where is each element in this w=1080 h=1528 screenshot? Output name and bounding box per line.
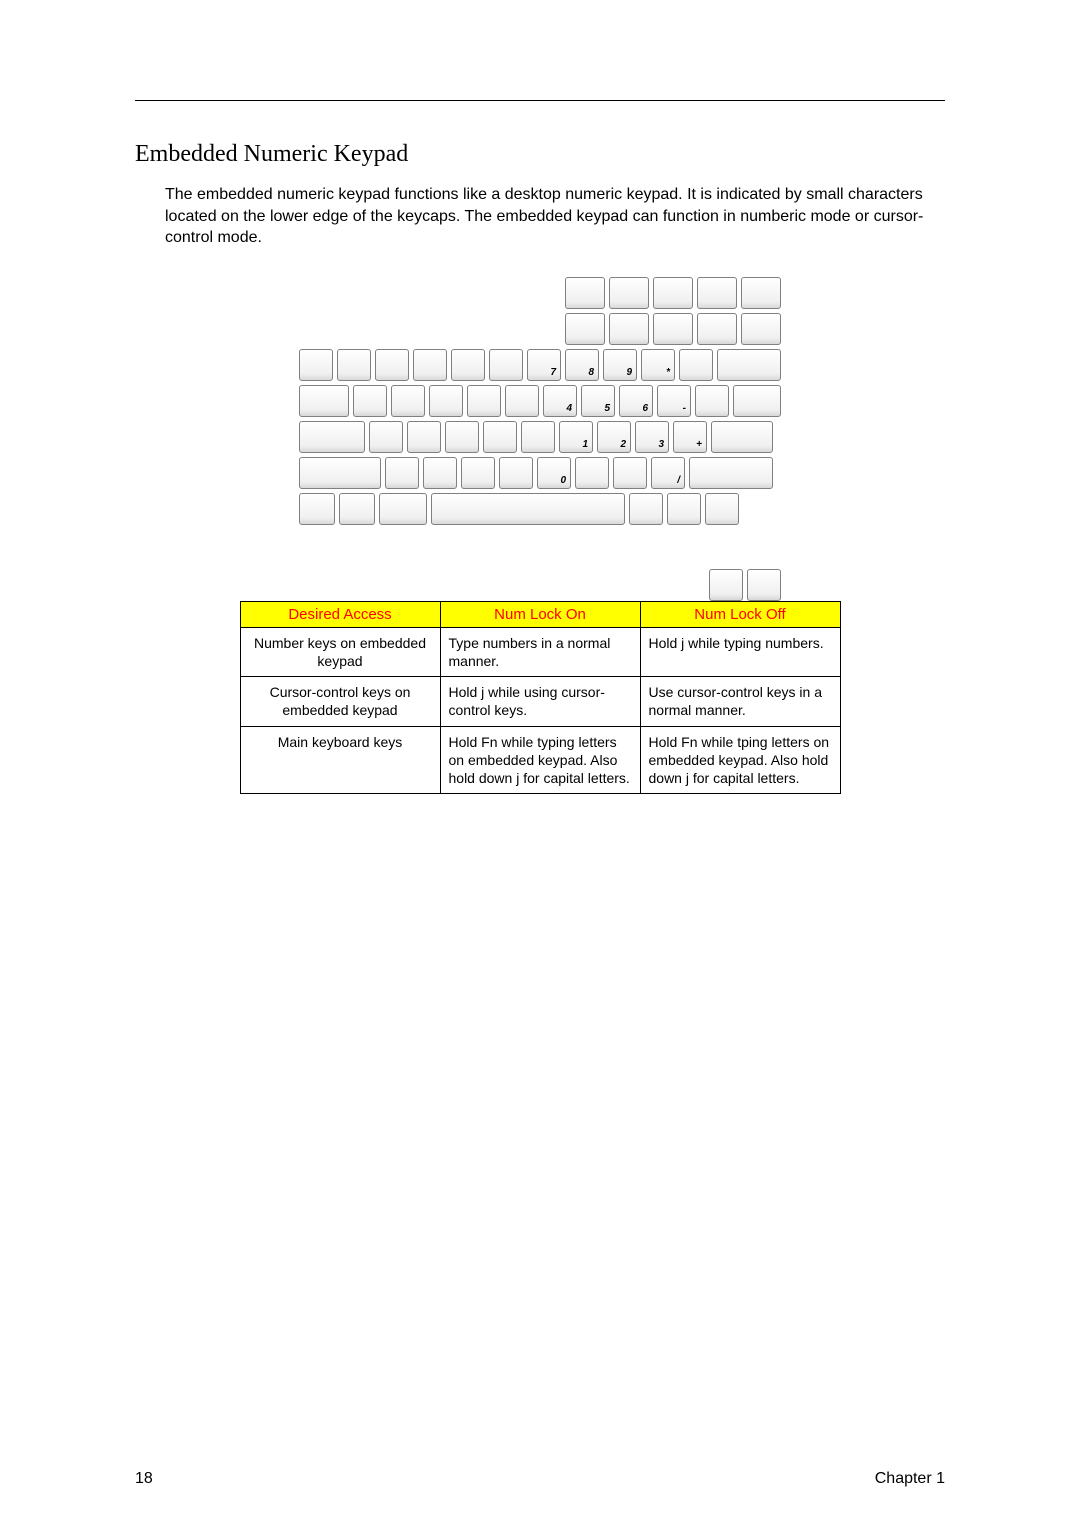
- key-blank: [431, 493, 625, 525]
- key-blank: [299, 385, 349, 417]
- key-blank: [697, 277, 737, 309]
- top-rule: [135, 100, 945, 101]
- table-header: Num Lock Off: [640, 601, 840, 627]
- key-blank: [339, 493, 375, 525]
- table-row: Cursor-control keys on embedded keypadHo…: [240, 677, 840, 726]
- table-cell: Main keyboard keys: [240, 726, 440, 794]
- key-blank: [733, 385, 781, 417]
- table-header: Num Lock On: [440, 601, 640, 627]
- key-blank: [461, 457, 495, 489]
- key-blank: [609, 313, 649, 345]
- key-blank: [667, 493, 701, 525]
- key-0: 0: [537, 457, 571, 489]
- key-blank: [489, 349, 523, 381]
- key-blank: [521, 421, 555, 453]
- key-8: 8: [565, 349, 599, 381]
- key-+: +: [673, 421, 707, 453]
- key-blank: [565, 313, 605, 345]
- table-header: Desired Access: [240, 601, 440, 627]
- key-blank: [505, 385, 539, 417]
- key-blank: [413, 349, 447, 381]
- key-blank: [711, 421, 773, 453]
- table-cell: Type numbers in a normal manner.: [440, 627, 640, 676]
- key-blank: [697, 313, 737, 345]
- key-blank: [385, 457, 419, 489]
- table-cell: Hold j while typing numbers.: [640, 627, 840, 676]
- key-blank: [299, 421, 365, 453]
- key-blank: [445, 421, 479, 453]
- key-blank: [609, 277, 649, 309]
- key-blank: [299, 349, 333, 381]
- key-blank: [741, 313, 781, 345]
- key-blank: [629, 493, 663, 525]
- key-blank: [299, 493, 335, 525]
- key-blank: [429, 385, 463, 417]
- key-blank: [679, 349, 713, 381]
- table-cell: Hold Fn while tping letters on embedded …: [640, 726, 840, 794]
- key-5: 5: [581, 385, 615, 417]
- key-3: 3: [635, 421, 669, 453]
- section-title: Embedded Numeric Keypad: [135, 141, 945, 168]
- table-row: Number keys on embedded keypadType numbe…: [240, 627, 840, 676]
- key-blank: [451, 349, 485, 381]
- key-blank: [709, 569, 743, 601]
- key-blank: [565, 277, 605, 309]
- key--: -: [657, 385, 691, 417]
- key-blank: [741, 277, 781, 309]
- table-cell: Use cursor-control keys in a normal mann…: [640, 677, 840, 726]
- body-text: The embedded numeric keypad functions li…: [165, 184, 945, 249]
- chapter-label: Chapter 1: [875, 1470, 945, 1488]
- key-blank: [689, 457, 773, 489]
- key-blank: [653, 277, 693, 309]
- key-blank: [391, 385, 425, 417]
- table-cell: Number keys on embedded keypad: [240, 627, 440, 676]
- key-7: 7: [527, 349, 561, 381]
- key-blank: [299, 457, 381, 489]
- key-blank: [483, 421, 517, 453]
- key-blank: [747, 569, 781, 601]
- key-*: *: [641, 349, 675, 381]
- key-blank: [379, 493, 427, 525]
- key-blank: [653, 313, 693, 345]
- table-cell: Hold Fn while typing letters on embedded…: [440, 726, 640, 794]
- key-9: 9: [603, 349, 637, 381]
- key-blank: [337, 349, 371, 381]
- key-blank: [717, 349, 781, 381]
- key-/: /: [651, 457, 685, 489]
- table-row: Main keyboard keysHold Fn while typing l…: [240, 726, 840, 794]
- key-blank: [423, 457, 457, 489]
- key-blank: [575, 457, 609, 489]
- key-blank: [613, 457, 647, 489]
- keyboard-diagram: 789* 456- 123+0 /: [299, 277, 781, 565]
- key-blank: [705, 493, 739, 525]
- key-blank: [353, 385, 387, 417]
- table-cell: Cursor-control keys on embedded keypad: [240, 677, 440, 726]
- key-blank: [499, 457, 533, 489]
- key-blank: [467, 385, 501, 417]
- key-blank: [695, 385, 729, 417]
- key-6: 6: [619, 385, 653, 417]
- page-number: 18: [135, 1470, 153, 1488]
- table-cell: Hold j while using cursor-control keys.: [440, 677, 640, 726]
- key-blank: [369, 421, 403, 453]
- key-4: 4: [543, 385, 577, 417]
- key-blank: [407, 421, 441, 453]
- key-1: 1: [559, 421, 593, 453]
- keypad-table: Desired AccessNum Lock OnNum Lock OffNum…: [240, 601, 841, 794]
- key-2: 2: [597, 421, 631, 453]
- key-blank: [375, 349, 409, 381]
